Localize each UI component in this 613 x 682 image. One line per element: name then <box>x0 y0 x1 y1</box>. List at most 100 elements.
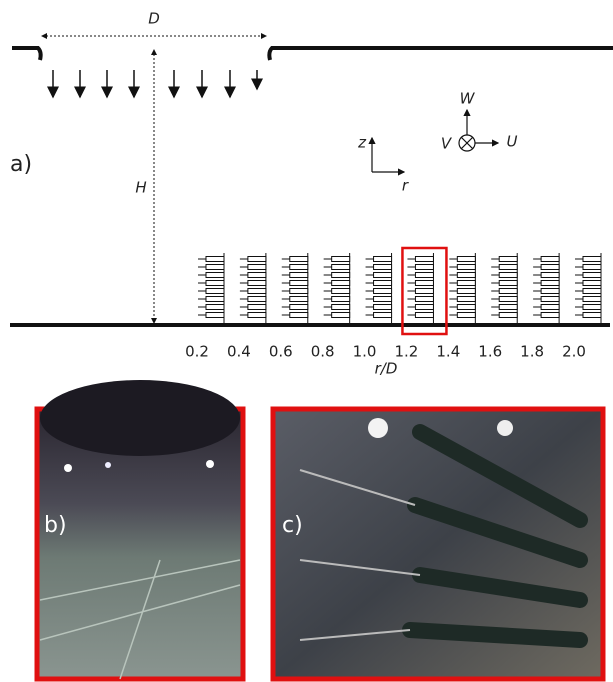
probe <box>374 265 392 270</box>
probe <box>374 305 392 310</box>
rake <box>366 253 392 323</box>
probe <box>499 273 517 278</box>
rake <box>575 253 601 323</box>
probe <box>415 273 433 278</box>
probe <box>332 289 350 294</box>
probe <box>457 273 475 278</box>
probe <box>457 305 475 310</box>
probe <box>541 265 559 270</box>
rake <box>491 253 517 323</box>
probe <box>457 257 475 262</box>
rake <box>240 253 266 323</box>
probe <box>206 289 224 294</box>
rake <box>282 253 308 323</box>
label-d: D <box>148 10 160 28</box>
tick-label: 1.8 <box>520 343 544 361</box>
probe <box>374 289 392 294</box>
rake <box>449 253 475 323</box>
probe <box>583 281 601 286</box>
probe <box>415 265 433 270</box>
probe <box>583 273 601 278</box>
probe <box>583 305 601 310</box>
dimension-lines <box>42 36 266 323</box>
probe <box>499 305 517 310</box>
probe <box>248 265 266 270</box>
tick-label: 2.0 <box>562 343 586 361</box>
probe <box>583 257 601 262</box>
probe <box>499 281 517 286</box>
probe <box>541 273 559 278</box>
probe <box>206 265 224 270</box>
tick-label: 1.2 <box>395 343 419 361</box>
probe <box>415 313 433 318</box>
label-w: W <box>460 90 476 108</box>
probe <box>457 289 475 294</box>
probe <box>332 281 350 286</box>
probe <box>374 281 392 286</box>
tick-label: 0.4 <box>227 343 251 361</box>
probe <box>541 305 559 310</box>
label-v: V <box>441 135 453 153</box>
probe <box>499 289 517 294</box>
probe <box>374 257 392 262</box>
probe <box>457 297 475 302</box>
probe <box>374 297 392 302</box>
probe <box>583 313 601 318</box>
label-u: U <box>507 133 518 151</box>
probe <box>415 257 433 262</box>
probe <box>415 305 433 310</box>
nozzle <box>10 48 613 325</box>
probe <box>332 313 350 318</box>
rake <box>407 253 433 323</box>
probe <box>290 313 308 318</box>
probe <box>332 265 350 270</box>
rake <box>198 253 224 323</box>
tick-label: 0.6 <box>269 343 293 361</box>
rakes <box>198 248 601 334</box>
probe <box>374 273 392 278</box>
probe <box>206 273 224 278</box>
probe <box>248 305 266 310</box>
probe <box>290 297 308 302</box>
probe <box>499 297 517 302</box>
probe <box>290 265 308 270</box>
axis-label: r/D <box>375 360 398 378</box>
probe <box>332 273 350 278</box>
probe <box>457 265 475 270</box>
probe <box>248 297 266 302</box>
probe <box>248 257 266 262</box>
probe <box>415 289 433 294</box>
probe <box>541 257 559 262</box>
tick-label: 0.2 <box>185 343 209 361</box>
panel-label: a) <box>10 152 32 177</box>
probe <box>248 281 266 286</box>
probe <box>583 265 601 270</box>
label-h: H <box>135 179 146 197</box>
probe <box>206 305 224 310</box>
probe <box>290 305 308 310</box>
tick-label: 1.0 <box>353 343 377 361</box>
probe <box>290 289 308 294</box>
probe <box>583 289 601 294</box>
probe <box>541 297 559 302</box>
probe <box>457 281 475 286</box>
probe <box>332 257 350 262</box>
probe <box>541 313 559 318</box>
probe <box>290 257 308 262</box>
probe <box>415 297 433 302</box>
probe <box>374 313 392 318</box>
tick-label: 1.6 <box>478 343 502 361</box>
photo-b: b) <box>37 380 243 679</box>
probe <box>206 313 224 318</box>
probe <box>499 257 517 262</box>
photo-c: c) <box>273 409 603 679</box>
probe <box>248 289 266 294</box>
probe <box>206 257 224 262</box>
tick-label: 1.4 <box>436 343 460 361</box>
rake <box>533 253 559 323</box>
probe <box>457 313 475 318</box>
coordinate-frame <box>372 110 498 172</box>
probe <box>541 289 559 294</box>
probe <box>248 313 266 318</box>
label-r: r <box>402 177 409 195</box>
